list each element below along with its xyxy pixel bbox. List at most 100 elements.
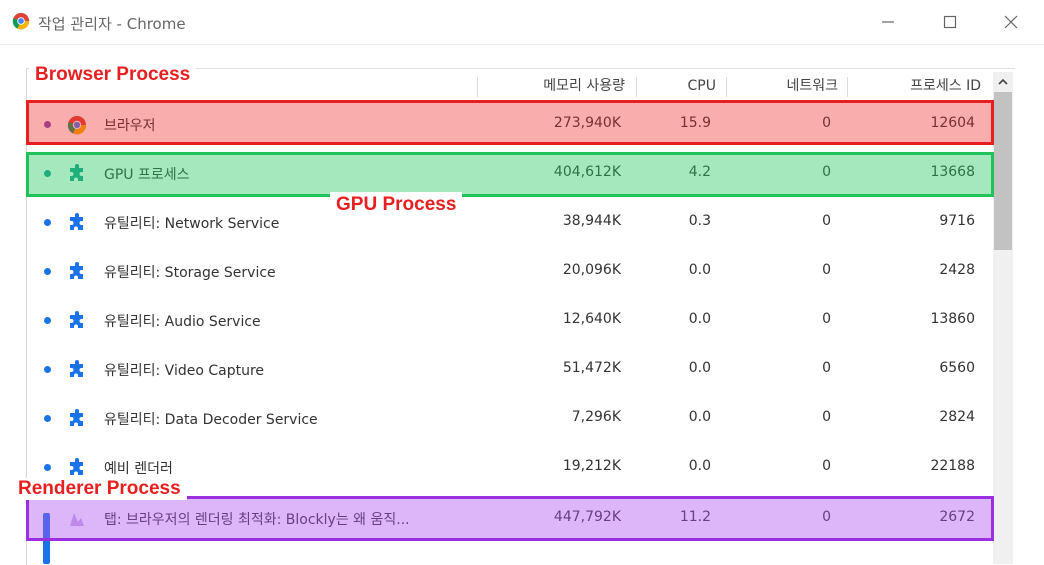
pid-value: 13860 <box>930 311 975 327</box>
status-dot <box>44 170 51 177</box>
process-name: 유틸리티: Video Capture <box>104 363 265 379</box>
table-row[interactable]: 예비 렌더러 19,212K 0.0 0 22188 <box>27 444 992 493</box>
cpu-value: 0.3 <box>688 213 711 229</box>
pid-value: 2428 <box>939 262 975 278</box>
process-name: 브라우저 <box>104 118 156 134</box>
cpu-value: 0.0 <box>688 262 711 278</box>
column-header-memory[interactable]: 메모리 사용량 <box>543 78 625 94</box>
column-separator[interactable] <box>847 77 848 97</box>
network-value: 0 <box>822 115 831 131</box>
minimize-icon <box>882 21 894 23</box>
column-separator[interactable] <box>726 77 727 97</box>
memory-value: 447,792K <box>553 509 621 525</box>
network-value: 0 <box>822 262 831 278</box>
browser-process-label: Browser Process <box>29 64 197 86</box>
network-value: 0 <box>822 409 831 425</box>
gpu-process-label: GPU Process <box>330 192 463 218</box>
pid-value: 22188 <box>930 458 975 474</box>
scroll-thumb[interactable] <box>994 92 1012 250</box>
puzzle-icon <box>70 360 83 377</box>
network-value: 0 <box>822 311 831 327</box>
column-header-cpu[interactable]: CPU <box>687 78 716 94</box>
renderer-process-label: Renderer Process <box>12 478 187 500</box>
window-title: 작업 관리자 - Chrome <box>38 15 186 33</box>
title-bar: 작업 관리자 - Chrome <box>0 0 1044 45</box>
cpu-value: 0.0 <box>688 360 711 376</box>
status-dot <box>44 317 51 324</box>
process-name: 탭: 브라우저의 렌더링 최적화: Blockly는 왜 움직... <box>104 512 410 528</box>
column-header-pid[interactable]: 프로세스 ID <box>910 78 981 94</box>
maximize-button[interactable] <box>937 10 963 34</box>
chevron-up-icon <box>998 78 1008 85</box>
chrome-icon <box>67 116 87 135</box>
table-row[interactable]: 유틸리티: Video Capture 51,472K 0.0 0 6560 <box>27 346 992 395</box>
status-dot <box>44 268 51 275</box>
table-row[interactable]: 유틸리티: Storage Service 20,096K 0.0 0 2428 <box>27 248 992 297</box>
vertical-scrollbar[interactable] <box>993 72 1013 564</box>
pid-value: 12604 <box>930 115 975 131</box>
tab-favicon-icon <box>70 513 84 526</box>
table-row[interactable]: 유틸리티: Data Decoder Service 7,296K 0.0 0 … <box>27 395 992 444</box>
renderer-process-highlight <box>26 496 994 541</box>
close-icon <box>1004 15 1018 29</box>
column-separator[interactable] <box>477 77 478 97</box>
column-header-network[interactable]: 네트워크 <box>786 78 838 94</box>
pid-value: 2672 <box>939 509 975 525</box>
memory-value: 51,472K <box>562 360 621 376</box>
cpu-value: 15.9 <box>679 115 711 131</box>
close-button[interactable] <box>998 10 1024 34</box>
status-dot <box>44 366 51 373</box>
minimize-button[interactable] <box>875 10 901 34</box>
process-name: 유틸리티: Audio Service <box>104 314 261 330</box>
process-table: 메모리 사용량 CPU 네트워크 프로세스 ID 브라우저 273,940K 1… <box>26 68 1015 565</box>
table-header: 메모리 사용량 CPU 네트워크 프로세스 ID <box>27 75 992 97</box>
memory-value: 19,212K <box>562 458 621 474</box>
memory-value: 38,944K <box>562 213 621 229</box>
pid-value: 9716 <box>939 213 975 229</box>
process-name: 유틸리티: Data Decoder Service <box>104 412 318 428</box>
table-row[interactable]: 유틸리티: Network Service 38,944K 0.3 0 9716 <box>27 199 992 248</box>
network-value: 0 <box>822 213 831 229</box>
network-value: 0 <box>822 360 831 376</box>
process-name: 유틸리티: Network Service <box>104 216 280 232</box>
status-dot <box>44 415 51 422</box>
cpu-value: 4.2 <box>688 164 711 180</box>
table-row[interactable]: 유틸리티: Audio Service 12,640K 0.0 0 13860 <box>27 297 992 346</box>
cpu-value: 0.0 <box>688 311 711 327</box>
table-row[interactable]: GPU 프로세스 404,612K 4.2 0 13668 <box>27 150 992 199</box>
network-value: 0 <box>822 164 831 180</box>
pid-value: 13668 <box>930 164 975 180</box>
puzzle-icon <box>70 409 83 426</box>
puzzle-icon <box>70 262 83 279</box>
status-dot <box>44 219 51 226</box>
chrome-logo-icon <box>12 12 30 30</box>
memory-value: 273,940K <box>553 115 621 131</box>
column-separator[interactable] <box>636 77 637 97</box>
process-name: 예비 렌더러 <box>104 461 173 477</box>
puzzle-icon <box>70 458 83 475</box>
memory-value: 7,296K <box>571 409 621 425</box>
cpu-value: 11.2 <box>679 509 711 525</box>
memory-value: 404,612K <box>553 164 621 180</box>
memory-value: 20,096K <box>562 262 621 278</box>
gpu-process-highlight <box>26 152 994 197</box>
browser-process-highlight <box>26 100 994 145</box>
process-name: 유틸리티: Storage Service <box>104 265 276 281</box>
status-dot <box>44 464 51 471</box>
pid-value: 2824 <box>939 409 975 425</box>
network-value: 0 <box>822 509 831 525</box>
network-value: 0 <box>822 458 831 474</box>
cpu-value: 0.0 <box>688 409 711 425</box>
memory-value: 12,640K <box>562 311 621 327</box>
status-dot <box>44 121 51 128</box>
table-row[interactable]: 브라우저 273,940K 15.9 0 12604 <box>27 101 992 150</box>
puzzle-icon <box>70 311 83 328</box>
puzzle-icon <box>70 213 83 230</box>
cpu-value: 0.0 <box>688 458 711 474</box>
table-row[interactable]: 탭: 브라우저의 렌더링 최적화: Blockly는 왜 움직... 447,7… <box>27 495 992 544</box>
maximize-icon <box>943 15 957 29</box>
scroll-up-button[interactable] <box>993 72 1013 92</box>
process-name: GPU 프로세스 <box>104 167 190 183</box>
pid-value: 6560 <box>939 360 975 376</box>
puzzle-icon <box>70 164 83 181</box>
